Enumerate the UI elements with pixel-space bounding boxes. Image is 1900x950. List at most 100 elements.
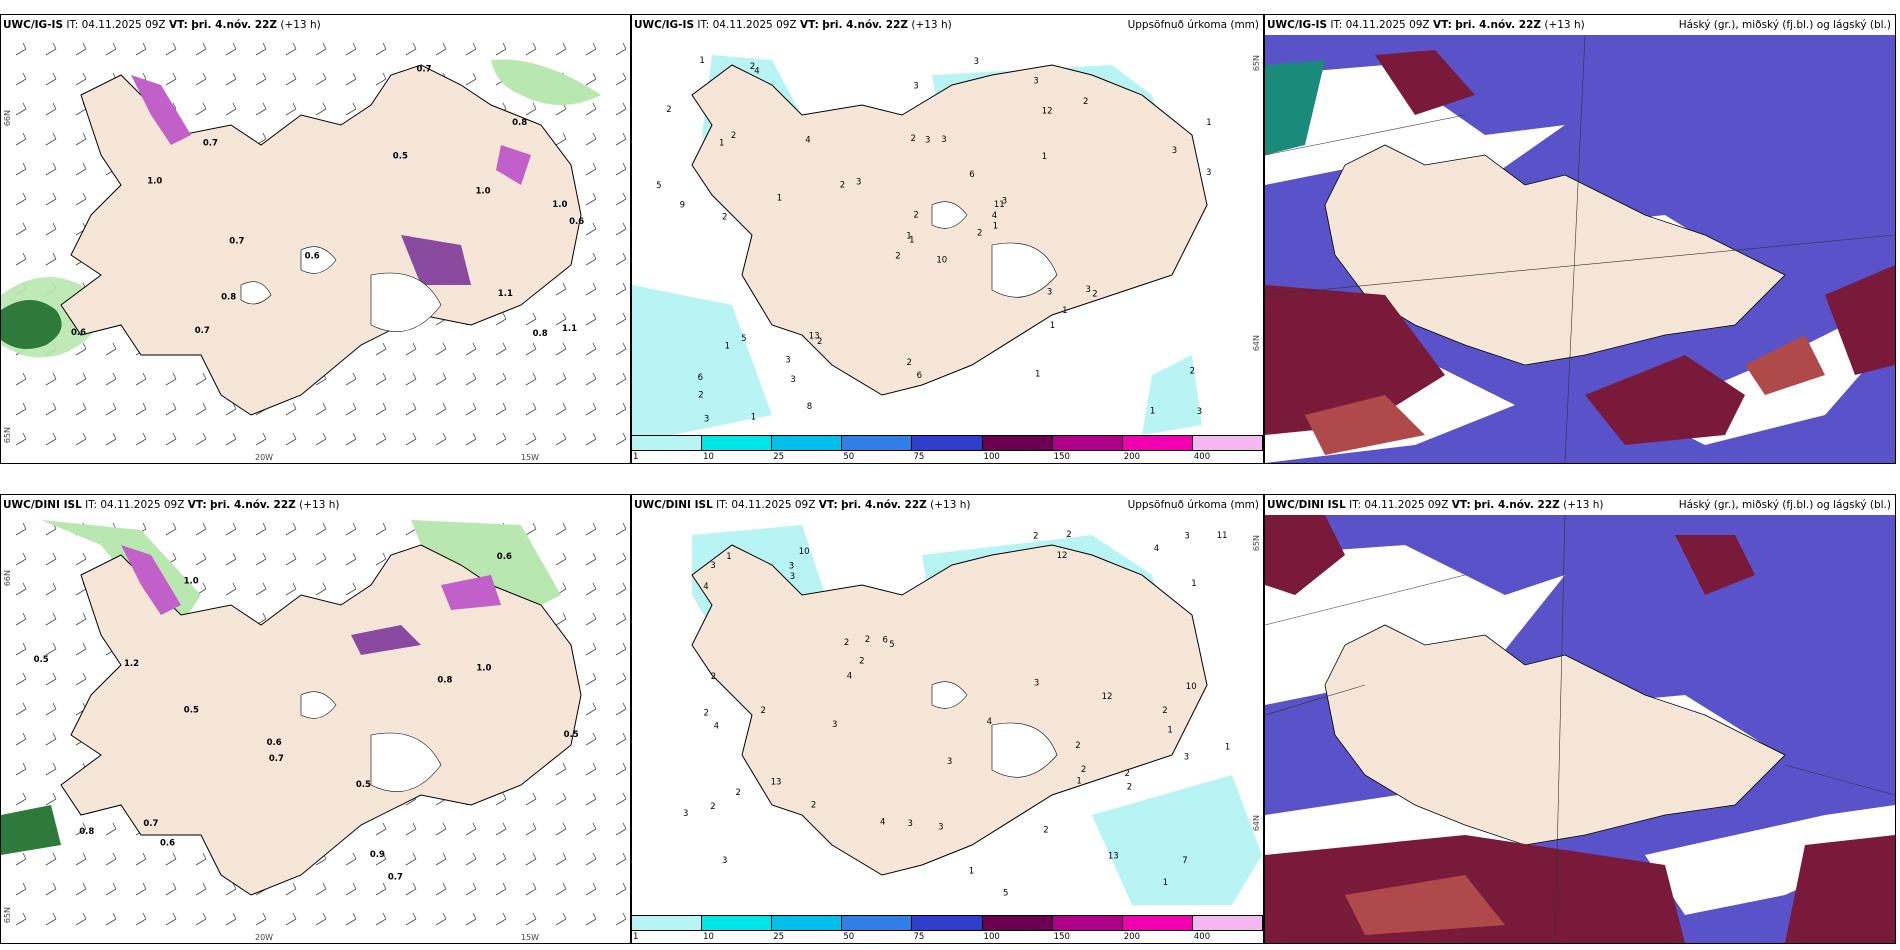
wind-barb <box>225 432 237 446</box>
cloud-map <box>1265 515 1895 943</box>
wind-barb <box>405 372 417 386</box>
iceland-land <box>691 544 1208 876</box>
wind-barb <box>15 132 27 146</box>
wind-barb <box>465 342 477 356</box>
wind-value-label: 0.7 <box>143 819 158 829</box>
wind-barb <box>45 882 57 896</box>
value-label: 1 <box>1050 321 1055 331</box>
wind-value-label: 1.0 <box>184 577 199 587</box>
wind-barb <box>345 552 357 566</box>
wind-barb <box>45 372 57 386</box>
wind-barb <box>75 402 87 416</box>
wind-value-label: 0.8 <box>221 293 236 303</box>
wind-barb <box>495 402 507 416</box>
wind-barb <box>585 552 597 566</box>
value-label: 12 <box>1102 692 1113 702</box>
wind-barb <box>435 342 447 356</box>
wind-barb <box>315 912 327 926</box>
value-label: 6 <box>883 635 888 645</box>
value-label: 11 <box>1217 531 1228 541</box>
wind-barb <box>105 342 117 356</box>
green-region-sw <box>1 805 61 855</box>
wind-barb <box>615 672 627 686</box>
wind-barb <box>375 552 387 566</box>
wind-barb <box>75 342 87 356</box>
wind-barb <box>585 402 597 416</box>
wind-value-label: 0.6 <box>305 252 320 262</box>
panel-title-right: Háský (gr.), miðský (fj.bl.) og lágský (… <box>1678 19 1891 31</box>
colorbar-label: 200 <box>1123 452 1140 462</box>
wind-barb <box>405 882 417 896</box>
panel-top-right: UWC/IG-IS IT: 04.11.2025 09Z VT: þri. 4.… <box>1264 14 1896 464</box>
wind-barb <box>15 252 27 266</box>
colorbar-cell <box>982 435 1053 451</box>
panel-title-right: Uppsöfnuð úrkoma (mm) <box>1127 499 1259 511</box>
value-label: 2 <box>1033 532 1038 542</box>
wind-barb <box>15 642 27 656</box>
value-label: 3 <box>908 819 913 829</box>
wind-barb <box>255 72 267 86</box>
wind-barb <box>165 912 177 926</box>
wind-barb <box>615 792 627 806</box>
value-label: 2 <box>711 672 716 682</box>
wind-barb <box>585 732 597 746</box>
wind-barb <box>45 612 57 626</box>
wind-barb <box>225 402 237 416</box>
wind-barb <box>495 312 507 326</box>
value-label: 2 <box>895 252 900 262</box>
panel-title-right: Háský (gr.), miðský (fj.bl.) og lágský (… <box>1678 499 1891 511</box>
wind-barb <box>615 252 627 266</box>
wind-barb <box>135 432 147 446</box>
value-label: 3 <box>832 720 837 730</box>
wind-barb <box>195 42 207 56</box>
wind-barb <box>225 522 237 536</box>
colorbar-cell <box>772 915 843 931</box>
wind-barb <box>195 882 207 896</box>
wind-barb <box>195 372 207 386</box>
wind-barb <box>135 42 147 56</box>
wind-barb <box>15 912 27 926</box>
wind-barb <box>105 42 117 56</box>
colorbar-cell <box>842 435 913 451</box>
graticule-line <box>1265 515 1895 943</box>
wind-barb <box>45 582 57 596</box>
panel-header: UWC/DINI ISL IT: 04.11.2025 09Z VT: þri.… <box>1265 495 1895 515</box>
value-label: 10 <box>1186 682 1197 692</box>
wind-barb <box>345 372 357 386</box>
wind-barb <box>615 102 627 116</box>
wind-barb <box>45 252 57 266</box>
wind-barb <box>615 912 627 926</box>
wind-barb <box>75 882 87 896</box>
wind-barb <box>135 912 147 926</box>
colorbar-label: 1 <box>633 452 639 462</box>
wind-barb <box>585 312 597 326</box>
wind-value-label: 0.7 <box>269 754 284 764</box>
wind-value-label: 0.5 <box>393 152 408 162</box>
precip-map: 2131051321225423741034613114432324312122… <box>683 525 1262 905</box>
wind-barb <box>555 882 567 896</box>
wind-barb <box>585 102 597 116</box>
wind-barb <box>615 282 627 296</box>
wind-barb <box>255 552 267 566</box>
wind-barb <box>555 522 567 536</box>
wind-value-label: 0.7 <box>195 326 210 336</box>
value-label: 8 <box>807 402 812 412</box>
wind-barb <box>15 732 27 746</box>
wind-barb <box>345 42 357 56</box>
value-label: 3 <box>1197 407 1202 417</box>
wind-barb <box>345 882 357 896</box>
wind-barb <box>585 582 597 596</box>
cloud-high-nw <box>1265 515 1345 595</box>
wind-barb <box>585 822 597 836</box>
wind-barb <box>45 162 57 176</box>
wind-barb <box>525 792 537 806</box>
wind-barb <box>375 882 387 896</box>
glacier-white-3 <box>240 281 272 305</box>
wind-barb <box>585 762 597 776</box>
wind-barb <box>285 582 297 596</box>
wind-barb <box>525 852 537 866</box>
wind-barb <box>75 852 87 866</box>
lat-label: 66N <box>3 110 12 127</box>
wind-barb <box>45 42 57 56</box>
wind-barb <box>105 372 117 386</box>
